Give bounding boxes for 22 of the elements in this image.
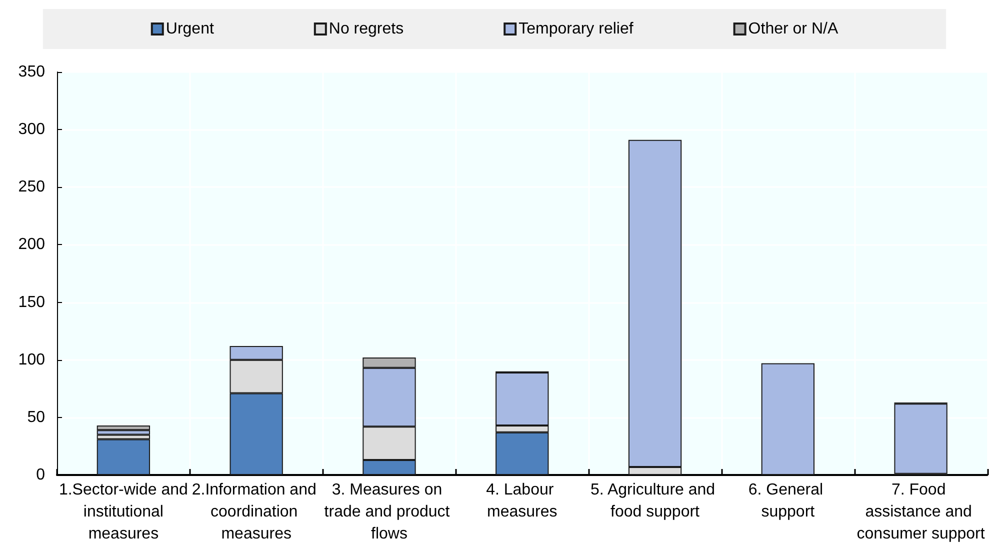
legend-label: No regrets <box>328 20 404 38</box>
x-tick-label: 1.Sector-wide and institutional measures <box>58 482 188 542</box>
bar <box>761 363 814 475</box>
y-tick-label: 250 <box>18 178 46 196</box>
x-tick-label: 5. Agriculture and food support <box>590 482 720 520</box>
y-tick-label: 350 <box>18 64 46 80</box>
y-tick-label: 50 <box>27 408 46 426</box>
y-tick-label: 200 <box>18 236 46 254</box>
x-tick-label: 4. Labour measures <box>486 482 558 520</box>
x-tick-label: 3. Measures on trade and product flows <box>324 482 454 542</box>
legend-label: Temporary relief <box>518 20 634 38</box>
bar <box>96 425 150 430</box>
y-tick-label: 150 <box>18 294 46 311</box>
legend-label: Other or N/A <box>748 20 838 38</box>
x-tick-label: 7. Food assistance and consumer support <box>856 482 986 542</box>
x-tick-label: 6. General support <box>748 482 828 520</box>
y-tick-label: 0 <box>36 466 46 484</box>
y-tick-label: 300 <box>18 121 46 138</box>
legend-label: Urgent <box>166 20 214 38</box>
x-tick-label: 2.Information and coordination measures <box>192 482 321 542</box>
bar <box>894 404 948 474</box>
y-tick-label: 100 <box>18 351 46 368</box>
